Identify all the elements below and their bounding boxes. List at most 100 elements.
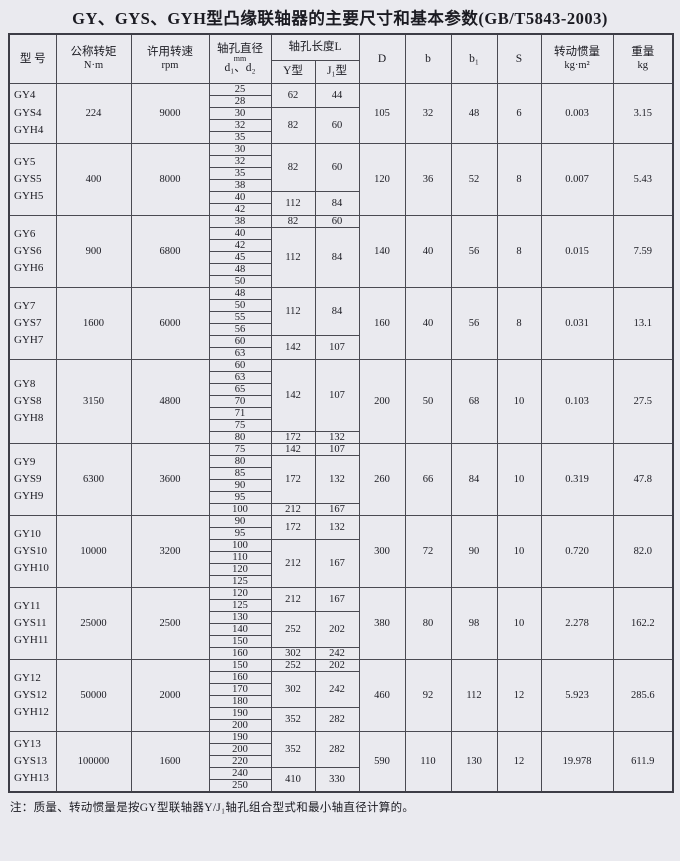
table-row: 160 302 242	[9, 647, 673, 661]
table-row: 50	[9, 274, 673, 288]
header-bore-diameter: 轴孔直径 mm d₁、d₂	[208, 33, 272, 84]
model-cell: GY5 GYS5 GYH5	[8, 142, 57, 216]
weight-cell: 162.2	[612, 587, 674, 661]
length-j-cell: 132	[314, 454, 360, 505]
bore-diameter-cell: 40	[208, 190, 272, 204]
length-y-cell: 212	[270, 503, 316, 517]
table-row: 125	[9, 599, 673, 613]
dim-S-cell: 8	[496, 142, 542, 216]
header-speed-unit: rpm	[161, 60, 179, 72]
length-y-cell: 172	[270, 454, 316, 505]
dim-b1-cell: 56	[450, 286, 498, 360]
model-cell: GY11 GYS11 GYH11	[8, 587, 57, 661]
length-j-cell: 167	[314, 539, 360, 589]
table-row: 38	[9, 178, 673, 192]
inertia-cell: 0.319	[540, 442, 614, 517]
table-row: 240 410 330	[9, 767, 673, 793]
bore-diameter-cell: 140	[208, 623, 272, 637]
torque-cell: 25000	[55, 587, 132, 661]
table-row: GY12 GYS12 GYH12 50000 2000 150 252 202 460 92 1…	[8, 659, 674, 733]
footnote: 注：质量、转动惯量是按GY型联轴器Y/J₁轴孔组合型式和最小轴直径计算的。	[10, 802, 415, 815]
header-inertia-unit: kg·m²	[564, 60, 590, 72]
length-y-cell: 112	[270, 226, 316, 288]
dim-b1-cell: 56	[450, 214, 498, 288]
coupling-spec-table: 型 号 公称转矩 N·m 许用转速 rpm 轴孔直径 mm d₁、d₂ 轴孔长度…	[8, 33, 674, 794]
bore-diameter-cell: 100	[208, 539, 272, 553]
length-j-cell: 107	[314, 358, 360, 432]
inertia-cell: 0.720	[540, 515, 614, 589]
dim-D-cell: 460	[358, 659, 406, 733]
dim-b-cell: 32	[404, 82, 452, 144]
length-y-cell: 82	[270, 106, 316, 144]
table-row: GY8 GYS8 GYH8 3150 4800 60 142 107 200 50 68 10 0.…	[8, 358, 674, 444]
header-bore-diameter-unit: mm	[233, 54, 247, 64]
bore-diameter-cell: 100	[208, 503, 272, 517]
inertia-cell: 0.007	[540, 142, 614, 216]
torque-cell: 400	[55, 142, 132, 216]
table-row: 100 212 167	[9, 539, 673, 589]
length-j-cell: 202	[314, 611, 360, 649]
table-row: 50	[9, 298, 673, 312]
dim-D-cell: 105	[358, 82, 406, 144]
bore-diameter-cell: 240	[208, 767, 272, 781]
table-row: GY4 GYS4 GYH4 224 9000 25 62 44 105 32 48 6 0.003 3…	[8, 82, 674, 144]
model-cell: GY8 GYS8 GYH8	[8, 358, 57, 444]
torque-cell: 3150	[55, 358, 132, 444]
header-S: S	[496, 33, 542, 84]
speed-cell: 3600	[130, 442, 210, 517]
header-b: b	[404, 33, 452, 84]
bore-diameter-cell: 48	[208, 286, 272, 300]
inertia-cell: 2.278	[540, 587, 614, 661]
table-row: 190 352 282	[9, 707, 673, 733]
header-inertia-label: 转动惯量	[554, 46, 600, 59]
length-y-cell: 82	[270, 142, 316, 192]
bore-diameter-cell: 32	[208, 154, 272, 168]
bore-diameter-cell: 42	[208, 202, 272, 216]
table-row: GY7 GYS7 GYH7 1600 6000 48 112 84 160 40 56 8 0.03…	[8, 286, 674, 360]
header-row-1: 型 号 公称转矩 N·m 许用转速 rpm 轴孔直径 mm d₁、d₂ 轴孔长度…	[8, 33, 674, 84]
table-row: 42	[9, 238, 673, 252]
table-row: 48	[9, 262, 673, 276]
length-y-cell: 212	[270, 587, 316, 613]
length-y-cell: 82	[270, 214, 316, 228]
speed-cell: 9000	[130, 82, 210, 144]
dim-b1-cell: 112	[450, 659, 498, 733]
dim-b1-cell: 90	[450, 515, 498, 589]
table-body: GY4 GYS4 GYH4 224 9000 25 62 44 105 32 48 6 0.003 3…	[8, 82, 674, 793]
bore-diameter-cell: 160	[208, 671, 272, 685]
bore-diameter-cell: 25	[208, 82, 272, 96]
header-torque-label: 公称转矩	[70, 46, 117, 59]
dim-b-cell: 36	[404, 142, 452, 216]
table-row: 63	[9, 370, 673, 384]
bore-diameter-cell: 95	[208, 491, 272, 505]
table-row: 120	[9, 563, 673, 577]
bore-diameter-cell: 30	[208, 106, 272, 120]
length-j-cell: 60	[314, 142, 360, 192]
length-j-cell: 242	[314, 671, 360, 709]
header-weight: 重量 kg	[612, 33, 674, 84]
length-y-cell: 142	[270, 442, 316, 456]
table-row: GY10 GYS10 GYH10 10000 3200 90 172 132 300 72 90…	[8, 515, 674, 589]
speed-cell: 4800	[130, 358, 210, 444]
dim-b-cell: 40	[404, 214, 452, 288]
dim-b1-cell: 48	[450, 82, 498, 144]
model-cell: GY10 GYS10 GYH10	[8, 515, 57, 589]
weight-cell: 27.5	[612, 358, 674, 444]
model-cell: GY4 GYS4 GYH4	[8, 82, 57, 144]
speed-cell: 6800	[130, 214, 210, 288]
table-row: 70	[9, 394, 673, 408]
speed-cell: 2500	[130, 587, 210, 661]
bore-diameter-cell: 110	[208, 551, 272, 565]
dim-b1-cell: 130	[450, 731, 498, 793]
torque-cell: 100000	[55, 731, 132, 793]
length-y-cell: 172	[270, 515, 316, 541]
bore-diameter-cell: 63	[208, 370, 272, 384]
bore-diameter-cell: 35	[208, 166, 272, 180]
header-inertia: 转动惯量 kg·m²	[540, 33, 614, 84]
length-j-cell: 132	[314, 515, 360, 541]
table-row: 75	[9, 418, 673, 432]
dim-b-cell: 66	[404, 442, 452, 517]
dim-S-cell: 10	[496, 358, 542, 444]
weight-cell: 5.43	[612, 142, 674, 216]
bore-diameter-cell: 55	[208, 310, 272, 324]
